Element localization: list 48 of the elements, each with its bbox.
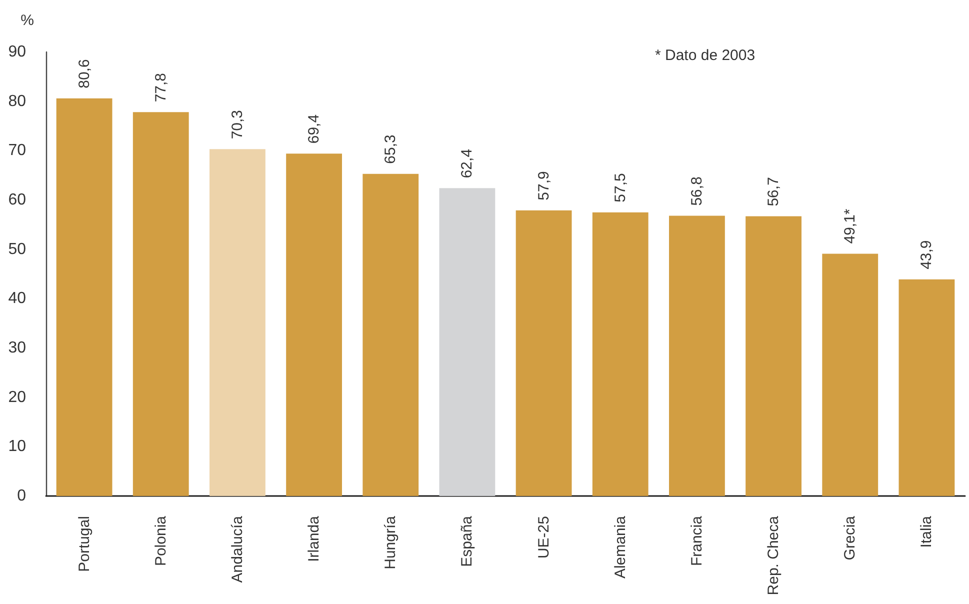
x-tick-label: Rep. Checa (765, 515, 782, 596)
data-label: 70,3 (228, 110, 246, 140)
y-tick-label: 0 (17, 488, 26, 504)
bar (132, 112, 189, 496)
bar (898, 279, 955, 496)
y-tick-label: 50 (8, 240, 26, 258)
y-axis-title: % (20, 12, 34, 29)
x-tick-label: Francia (688, 515, 706, 566)
y-tick-label: 60 (8, 192, 26, 208)
y-tick-label: 70 (8, 142, 26, 160)
y-tick-label: 20 (8, 388, 26, 406)
data-label: 57,5 (612, 173, 629, 202)
x-tick-label: Italia (918, 515, 936, 548)
x-tick-label: España (458, 515, 476, 567)
x-tick-label: Andalucía (228, 515, 246, 583)
bar (516, 210, 572, 496)
x-tick-label: Hungría (382, 515, 400, 570)
bar (210, 149, 266, 496)
data-label: 69,4 (306, 114, 323, 144)
x-tick-label: Polonia (152, 515, 170, 566)
x-tick-label: Grecia (842, 515, 859, 560)
data-label: 56,7 (765, 177, 782, 206)
bar (592, 212, 648, 496)
data-label: 43,9 (918, 240, 936, 270)
bar (746, 216, 802, 496)
y-tick-label: 40 (8, 290, 26, 308)
data-label: 65,3 (382, 134, 400, 164)
y-tick-label: 30 (8, 340, 26, 356)
y-tick-label: 80 (8, 92, 26, 110)
y-tick-label: 90 (8, 44, 26, 60)
data-label: 80,6 (76, 59, 93, 88)
bar (56, 98, 112, 496)
data-label: 56,8 (688, 176, 706, 206)
data-label: 57,9 (535, 171, 552, 200)
bar (822, 254, 878, 496)
annotation: * Dato de 2003 (655, 47, 756, 64)
data-label: 49,1* (842, 208, 859, 244)
bar (362, 174, 419, 496)
bar (669, 216, 725, 496)
bar (439, 188, 496, 496)
x-tick-label: Irlanda (306, 515, 323, 562)
x-tick-label: Portugal (76, 516, 93, 572)
data-label: 62,4 (458, 148, 476, 178)
x-tick-label: Alemania (612, 515, 629, 579)
data-label: 77,8 (152, 72, 170, 102)
y-tick-label: 10 (8, 438, 26, 456)
x-tick-label: UE-25 (535, 516, 552, 559)
bar (286, 154, 342, 496)
